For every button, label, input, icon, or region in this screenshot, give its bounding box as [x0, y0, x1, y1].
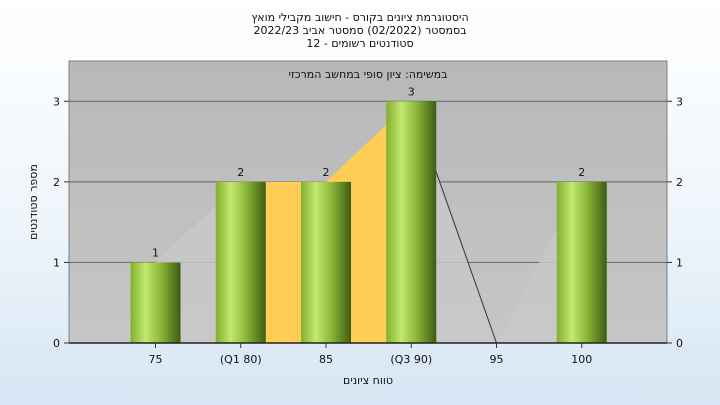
- y-axis-label: מספר סטודנטים: [27, 164, 40, 240]
- y-tick-label: 2: [53, 176, 60, 189]
- data-label: 1: [152, 246, 159, 259]
- bar-0: [130, 262, 181, 343]
- x-axis-label: טווח ציונים: [343, 374, 393, 387]
- chart-enrolled-count: סטודנטים רשומים - 12: [306, 37, 414, 50]
- chart-subtitle: במשימה: ציון סופי במחשב המרכזי: [288, 68, 447, 81]
- x-tick-label: 95: [490, 353, 504, 366]
- bar-3: [386, 101, 437, 344]
- data-label: 3: [408, 85, 415, 98]
- y-tick-label: 1: [53, 256, 60, 269]
- x-tick-label: 100: [571, 353, 592, 366]
- data-label: 2: [578, 166, 585, 179]
- bar-2: [301, 181, 351, 343]
- x-tick-label: (Q3 90): [390, 353, 432, 366]
- data-label: 2: [323, 166, 330, 179]
- x-tick-label: 75: [149, 353, 163, 366]
- bar-5: [556, 181, 607, 343]
- x-tick-label: (Q1 80): [220, 353, 262, 366]
- y-tick-label-right: 0: [676, 337, 683, 350]
- y-tick-label: 3: [53, 95, 60, 108]
- x-tick-label: 85: [319, 353, 333, 366]
- chart-title: היסטוגרמת ציונים בקורס - חישוב מקבילי מו…: [251, 11, 469, 24]
- chart-semester: בסמסטר (02/2022) סמסטר אביב 2022/23: [253, 24, 467, 37]
- y-tick-label-right: 2: [676, 176, 683, 189]
- y-tick-label-right: 3: [676, 95, 683, 108]
- data-label: 2: [237, 166, 244, 179]
- y-tick-label-right: 1: [676, 256, 683, 269]
- bar-1: [215, 181, 266, 343]
- y-tick-label: 0: [53, 337, 60, 350]
